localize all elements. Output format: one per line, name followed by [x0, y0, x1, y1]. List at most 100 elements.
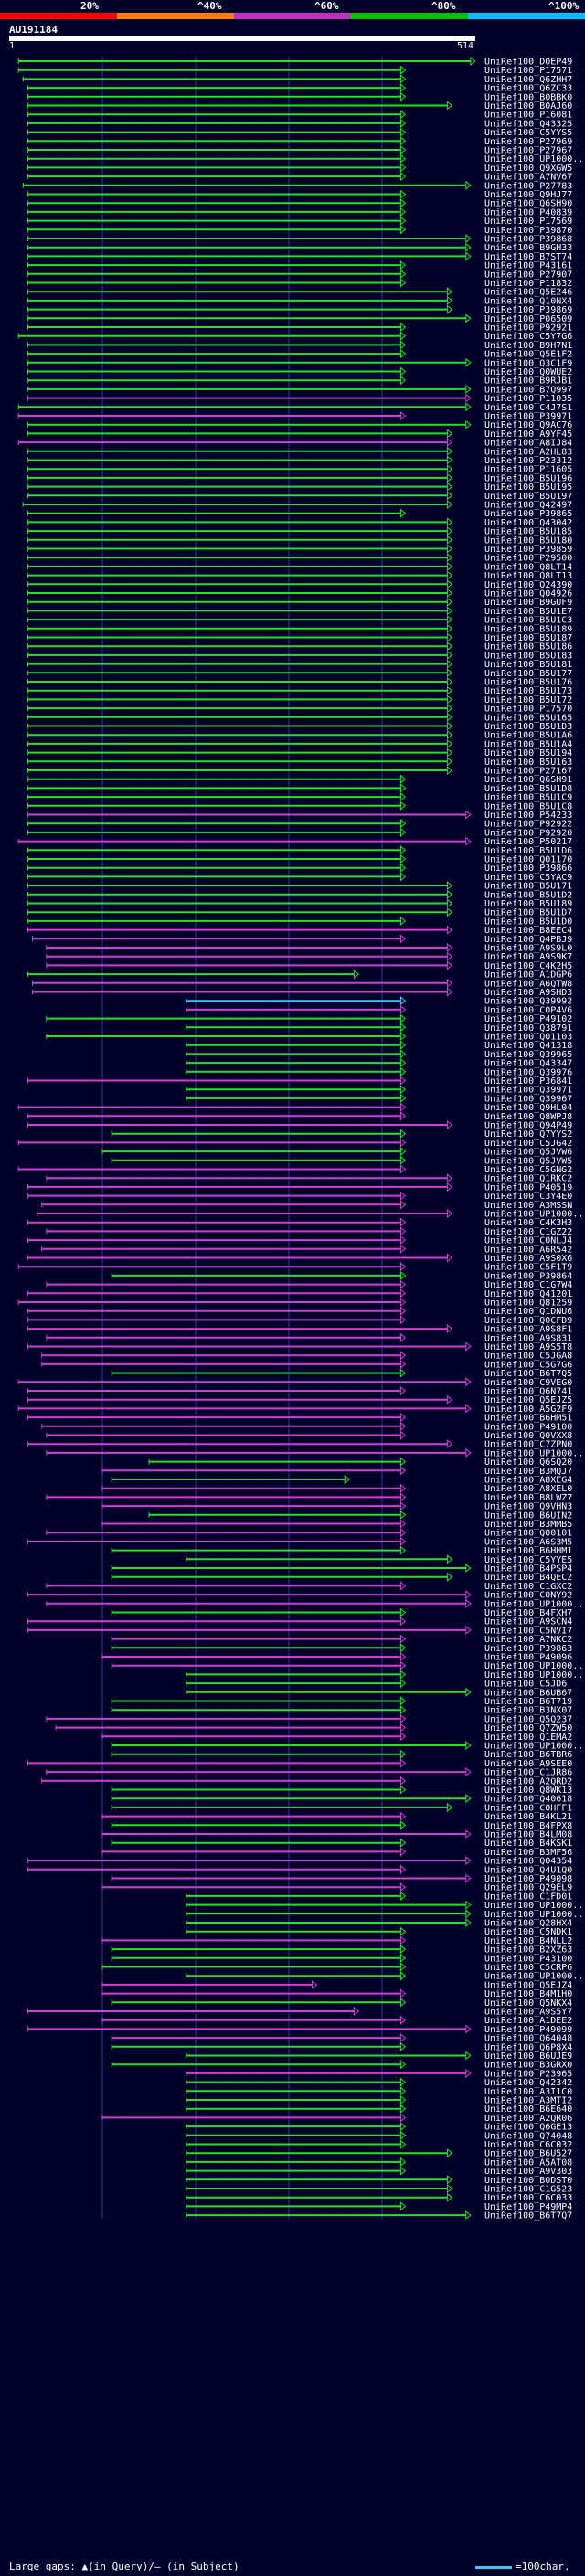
hit-label[interactable]: UniRef100_B3NX07	[484, 1706, 572, 1716]
hit-label[interactable]: UniRef100_Q3C1F9	[484, 358, 572, 368]
hit-label[interactable]: UniRef100_Q39992	[484, 997, 572, 1007]
hit-label[interactable]: UniRef100_P40839	[484, 207, 572, 217]
hit-label[interactable]: UniRef100_Q01170	[484, 855, 572, 865]
hit-label[interactable]: UniRef100_Q1RKC2	[484, 1174, 572, 1184]
hit-label[interactable]: UniRef100_B6HHM1	[484, 1546, 572, 1556]
hit-label[interactable]: UniRef100_Q9XGW5	[484, 164, 572, 174]
hit-label[interactable]: UniRef100_B5U172	[484, 695, 572, 705]
hit-label[interactable]: UniRef100_B7ST74	[484, 252, 572, 262]
hit-label[interactable]: UniRef100_P49096	[484, 1653, 572, 1663]
hit-label[interactable]: UniRef100_B9RJB1	[484, 376, 572, 387]
hit-label[interactable]: UniRef100_B5U1D3	[484, 722, 572, 732]
hit-label[interactable]: UniRef100_Q0WUE2	[484, 367, 572, 377]
hit-label[interactable]: UniRef100_A9S831	[484, 1333, 572, 1343]
hit-label[interactable]: UniRef100_B6TBR6	[484, 1750, 572, 1760]
hit-label[interactable]: UniRef100_B9H7N1	[484, 341, 572, 351]
hit-label[interactable]: UniRef100_B6E640	[484, 2104, 572, 2115]
hit-label[interactable]: UniRef100_Q10NX4	[484, 296, 572, 306]
hit-label[interactable]: UniRef100_B4FXH7	[484, 1608, 572, 1618]
hit-label[interactable]: UniRef100_B5U1C9	[484, 793, 572, 803]
hit-label[interactable]: UniRef100_Q43042	[484, 518, 572, 528]
hit-label[interactable]: UniRef100_B5U185	[484, 527, 572, 537]
hit-label[interactable]: UniRef100_Q01103	[484, 1033, 572, 1043]
hit-label[interactable]: UniRef100_P27167	[484, 767, 572, 777]
hit-label[interactable]: UniRef100_UP1000...	[484, 1972, 585, 1982]
hit-label[interactable]: UniRef100_C4K3H3	[484, 1218, 572, 1228]
hit-label[interactable]: UniRef100_C5G7G6	[484, 1360, 572, 1370]
hit-label[interactable]: UniRef100_C1G7W4	[484, 1280, 572, 1290]
hit-label[interactable]: UniRef100_P39865	[484, 509, 572, 519]
hit-label[interactable]: UniRef100_Q6ZC33	[484, 84, 572, 94]
hit-label[interactable]: UniRef100_B5U1A4	[484, 739, 572, 749]
hit-label[interactable]: UniRef100_UP1000...	[484, 1901, 585, 1911]
hit-label[interactable]: UniRef100_C4J7S1	[484, 403, 572, 413]
hit-label[interactable]: UniRef100_C4K2H5	[484, 961, 572, 971]
hit-label[interactable]: UniRef100_C5JG42	[484, 1139, 572, 1149]
hit-label[interactable]: UniRef100_UP1000...	[484, 1742, 585, 1752]
hit-label[interactable]: UniRef100_C6C033	[484, 2193, 572, 2203]
hit-label[interactable]: UniRef100_A9YF45	[484, 429, 572, 440]
hit-label[interactable]: UniRef100_C5JD6	[484, 1680, 567, 1690]
hit-label[interactable]: UniRef100_B5U194	[484, 748, 572, 758]
hit-label[interactable]: UniRef100_Q5E246	[484, 288, 572, 298]
hit-label[interactable]: UniRef100_P36841	[484, 1076, 572, 1087]
hit-label[interactable]: UniRef100_Q6P8X4	[484, 2042, 572, 2052]
hit-label[interactable]: UniRef100_P40519	[484, 1182, 572, 1193]
hit-label[interactable]: UniRef100_A9SCN4	[484, 1617, 572, 1627]
hit-label[interactable]: UniRef100_B8EEC4	[484, 926, 572, 936]
hit-label[interactable]: UniRef100_B0AJ60	[484, 101, 572, 111]
hit-label[interactable]: UniRef100_P27969	[484, 137, 572, 147]
hit-label[interactable]: UniRef100_Q4U1Q0	[484, 1865, 572, 1875]
hit-label[interactable]: UniRef100_Q6GE13	[484, 2123, 572, 2133]
hit-label[interactable]: UniRef100_A2QRD2	[484, 1776, 572, 1786]
hit-label[interactable]: UniRef100_B5U196	[484, 473, 572, 483]
hit-label[interactable]: UniRef100_Q5Q237	[484, 1714, 572, 1724]
hit-label[interactable]: UniRef100_C0HFF1	[484, 1803, 572, 1813]
hit-label[interactable]: UniRef100_A1DGP6	[484, 970, 572, 981]
hit-label[interactable]: UniRef100_B6T7Q5	[484, 1369, 572, 1379]
hit-label[interactable]: UniRef100_P39864	[484, 1271, 572, 1281]
hit-label[interactable]: UniRef100_P17569	[484, 217, 572, 227]
hit-label[interactable]: UniRef100_B9GUF9	[484, 598, 572, 608]
hit-label[interactable]: UniRef100_B0BBK0	[484, 92, 572, 102]
hit-label[interactable]: UniRef100_P49098	[484, 1874, 572, 1884]
hit-label[interactable]: UniRef100_P27967	[484, 146, 572, 156]
hit-label[interactable]: UniRef100_C5Y7G6	[484, 332, 572, 342]
hit-label[interactable]: UniRef100_Q9VHN3	[484, 1502, 572, 1512]
hit-label[interactable]: UniRef100_Q5E1F2	[484, 350, 572, 360]
hit-label[interactable]: UniRef100_A8IJ84	[484, 439, 572, 449]
hit-label[interactable]: UniRef100_B3MQJ7	[484, 1467, 572, 1477]
hit-label[interactable]: UniRef100_A9S9L0	[484, 944, 572, 954]
hit-label[interactable]: UniRef100_B3MF56	[484, 1848, 572, 1858]
hit-label[interactable]: UniRef100_A9S9K7	[484, 952, 572, 962]
hit-label[interactable]: UniRef100_C1GXC2	[484, 1582, 572, 1592]
hit-label[interactable]: UniRef100_P39868	[484, 235, 572, 245]
hit-label[interactable]: UniRef100_C5JGA8	[484, 1352, 572, 1362]
hit-label[interactable]: UniRef100_B6T7Q7	[484, 2211, 572, 2221]
hit-label[interactable]: UniRef100_Q5EJZ5	[484, 1395, 572, 1405]
hit-label[interactable]: UniRef100_Q38791	[484, 1023, 572, 1034]
hit-label[interactable]: UniRef100_B3GRX0	[484, 2061, 572, 2071]
hit-label[interactable]: UniRef100_B5U173	[484, 686, 572, 696]
hit-label[interactable]: UniRef100_A9SHD3	[484, 988, 572, 998]
hit-label[interactable]: UniRef100_UP1000...	[484, 1910, 585, 1920]
hit-label[interactable]: UniRef100_B4M1H0	[484, 1989, 572, 1999]
hit-label[interactable]: UniRef100_B6UJE9	[484, 2051, 572, 2062]
hit-label[interactable]: UniRef100_B5U195	[484, 482, 572, 493]
hit-label[interactable]: UniRef100_B6UIN2	[484, 1511, 572, 1521]
hit-label[interactable]: UniRef100_B5U176	[484, 678, 572, 688]
hit-label[interactable]: UniRef100_Q8WK13	[484, 1786, 572, 1796]
hit-label[interactable]: UniRef100_A3MTI2	[484, 2096, 572, 2106]
hit-label[interactable]: UniRef100_C0P4V6	[484, 1005, 572, 1015]
hit-label[interactable]: UniRef100_B7Q997	[484, 385, 572, 395]
hit-label[interactable]: UniRef100_Q8LT14	[484, 562, 572, 572]
hit-label[interactable]: UniRef100_C9VEG0	[484, 1378, 572, 1388]
hit-label[interactable]: UniRef100_Q39971	[484, 1086, 572, 1096]
hit-label[interactable]: UniRef100_B5U1D6	[484, 846, 572, 856]
hit-label[interactable]: UniRef100_A6QTW8	[484, 979, 572, 989]
hit-label[interactable]: UniRef100_C5YAC9	[484, 873, 572, 883]
hit-label[interactable]: UniRef100_B5U1D8	[484, 784, 572, 794]
hit-label[interactable]: UniRef100_P27783	[484, 181, 572, 191]
hit-label[interactable]: UniRef100_UP1000...	[484, 1448, 585, 1458]
hit-label[interactable]: UniRef100_P92922	[484, 820, 572, 830]
